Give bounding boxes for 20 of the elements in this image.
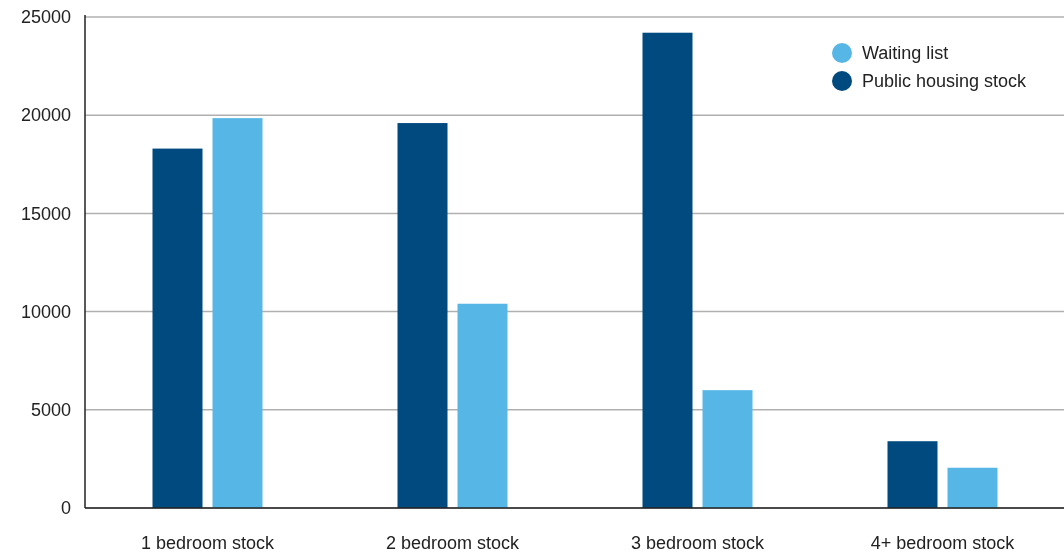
x-tick-label: 3 bedroom stock: [630, 532, 766, 553]
x-tick-label: 2 bedroom stock: [385, 532, 521, 553]
bar: [397, 123, 448, 508]
bar: [887, 441, 938, 508]
bar: [457, 303, 508, 508]
y-tick-label: 10000: [20, 301, 71, 322]
x-tick-label: 1 bedroom stock: [140, 532, 276, 553]
y-tick-label: 25000: [20, 7, 71, 28]
bar: [152, 148, 203, 508]
y-tick-label: 0: [60, 498, 71, 519]
bar: [947, 467, 998, 508]
legend-label: Public housing stock: [862, 71, 1028, 91]
bar: [642, 32, 693, 508]
y-tick-label: 20000: [20, 105, 71, 126]
legend-label: Waiting list: [862, 43, 949, 63]
x-tick-label: 4+ bedroom stock: [870, 532, 1016, 553]
y-tick-label: 5000: [30, 400, 71, 421]
bar: [702, 390, 753, 508]
bar: [212, 118, 263, 508]
y-tick-label: 15000: [20, 203, 71, 224]
